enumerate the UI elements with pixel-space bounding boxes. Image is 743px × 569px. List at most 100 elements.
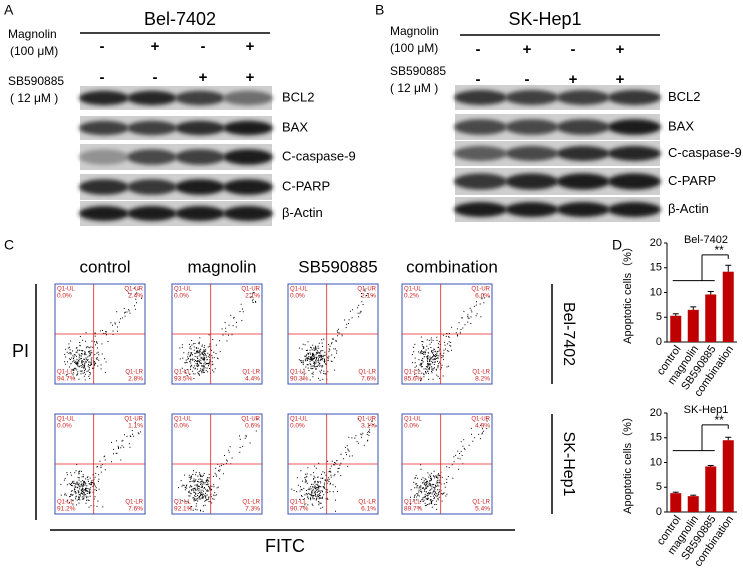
quadrant-name: Q1-LR bbox=[242, 500, 260, 506]
quadrant-name: Q1-LR bbox=[358, 500, 376, 506]
blot-band bbox=[127, 149, 177, 165]
blot-band bbox=[607, 90, 662, 105]
y-tick-label: 10 bbox=[650, 456, 662, 468]
panel-letter: B bbox=[375, 2, 384, 18]
blot-band bbox=[79, 90, 129, 106]
blot-band bbox=[556, 173, 610, 190]
quadrant-value: 0.0% bbox=[57, 293, 72, 300]
protein-label: C-PARP bbox=[282, 178, 330, 193]
y-tick-label: 5 bbox=[656, 311, 662, 323]
column-header: control bbox=[79, 257, 130, 276]
significance-label: ** bbox=[714, 413, 724, 427]
quadrant-value: 4.9% bbox=[475, 423, 490, 430]
quadrant-value: 2.4% bbox=[128, 293, 143, 300]
y-tick-label: 0 bbox=[656, 336, 662, 348]
quadrant-value: 0.0% bbox=[57, 423, 72, 430]
blot-band bbox=[223, 206, 273, 221]
y-axis-label: PI bbox=[12, 341, 29, 361]
blot-band bbox=[453, 202, 508, 217]
treatment-sign: - bbox=[100, 69, 105, 86]
protein-label: β-Actin bbox=[282, 205, 323, 220]
quadrant-value: 0.0% bbox=[290, 423, 305, 430]
treatment-sign: + bbox=[246, 69, 255, 86]
y-tick-label: 5 bbox=[656, 481, 662, 493]
blot-band bbox=[127, 90, 177, 106]
bar bbox=[687, 496, 699, 512]
quadrant-name: Q1-LL bbox=[404, 500, 421, 506]
bar bbox=[687, 309, 699, 342]
treatment-dose: (100 μM) bbox=[10, 44, 58, 58]
treatment-sign: - bbox=[100, 38, 105, 55]
blot-band bbox=[223, 179, 273, 195]
quadrant-value: 90.7% bbox=[290, 506, 309, 513]
y-axis-label: Apoptotic cells（%） bbox=[621, 411, 634, 514]
quadrant-value: 0.0% bbox=[174, 423, 189, 430]
quadrant-value: 93.5% bbox=[174, 376, 193, 383]
blot-band bbox=[175, 120, 225, 136]
quadrant-name: Q1-LR bbox=[358, 370, 376, 376]
blot-band bbox=[79, 179, 129, 195]
chart-title: SK-Hep1 bbox=[684, 404, 729, 416]
blot-band bbox=[79, 120, 129, 136]
quadrant-value: 0.0% bbox=[290, 293, 305, 300]
treatment-sign: - bbox=[476, 41, 481, 58]
quadrant-value: 89.7% bbox=[404, 506, 423, 513]
quadrant-name: Q1-UL bbox=[404, 287, 422, 293]
significance-label: ** bbox=[714, 243, 724, 257]
quadrant-name: Q1-LR bbox=[242, 370, 260, 376]
treatment-sign: + bbox=[616, 71, 625, 88]
blot-band bbox=[79, 206, 129, 221]
treatment-name: Magnolin bbox=[390, 24, 439, 38]
blot-band bbox=[453, 90, 508, 105]
quadrant-name: Q1-LR bbox=[472, 370, 490, 376]
blot-band bbox=[607, 146, 662, 161]
blot-band bbox=[175, 206, 225, 221]
treatment-sign: + bbox=[151, 38, 160, 55]
quadrant-value: 0.6% bbox=[245, 423, 260, 430]
quadrant-value: 94.7% bbox=[57, 376, 76, 383]
quadrant-name: Q1-LL bbox=[57, 500, 74, 506]
blot-band bbox=[607, 119, 662, 135]
quadrant-value: 8.2% bbox=[475, 376, 490, 383]
quadrant-value: 91.2% bbox=[57, 506, 76, 513]
row-label: SK-Hep1 bbox=[560, 432, 577, 497]
quadrant-name: Q1-LL bbox=[404, 370, 421, 376]
row-label: Bel-7402 bbox=[560, 302, 577, 366]
bar bbox=[705, 466, 717, 512]
treatment-sign: + bbox=[199, 69, 208, 86]
blot-band bbox=[505, 119, 559, 135]
quadrant-name: Q1-LR bbox=[125, 370, 143, 376]
treatment-dose: ( 12 μM ) bbox=[390, 81, 438, 95]
bar bbox=[670, 315, 682, 342]
blot-band bbox=[223, 90, 273, 106]
quadrant-name: Q1-UL bbox=[174, 417, 192, 423]
blot-band bbox=[79, 149, 129, 165]
treatment-name: Magnolin bbox=[8, 27, 57, 41]
y-tick-label: 20 bbox=[650, 407, 662, 419]
chart-title: Bel-7402 bbox=[684, 234, 728, 246]
quadrant-value: 90.3% bbox=[290, 376, 309, 383]
column-header: combination bbox=[406, 257, 498, 276]
quadrant-name: Q1-LL bbox=[57, 370, 74, 376]
protein-label: BAX bbox=[668, 118, 694, 133]
treatment-sign: - bbox=[571, 41, 576, 58]
blot-title: SK-Hep1 bbox=[508, 9, 581, 29]
protein-label: BCL2 bbox=[282, 89, 315, 104]
protein-label: β-Actin bbox=[668, 201, 709, 216]
blot-band bbox=[556, 202, 610, 217]
quadrant-name: Q1-LL bbox=[174, 500, 191, 506]
blot-band bbox=[607, 202, 662, 217]
blot-band bbox=[175, 179, 225, 195]
blot-band bbox=[453, 146, 508, 161]
quadrant-name: Q1-UL bbox=[174, 287, 192, 293]
x-axis-label: FITC bbox=[265, 536, 305, 556]
protein-label: BCL2 bbox=[668, 89, 701, 104]
quadrant-name: Q1-LR bbox=[472, 500, 490, 506]
treatment-sign: - bbox=[153, 69, 158, 86]
blot-band bbox=[505, 173, 559, 190]
quadrant-name: Q1-LL bbox=[290, 500, 307, 506]
blot-band bbox=[505, 146, 559, 161]
treatment-dose: (100 μM) bbox=[390, 41, 438, 55]
column-header: SB590885 bbox=[298, 257, 377, 276]
